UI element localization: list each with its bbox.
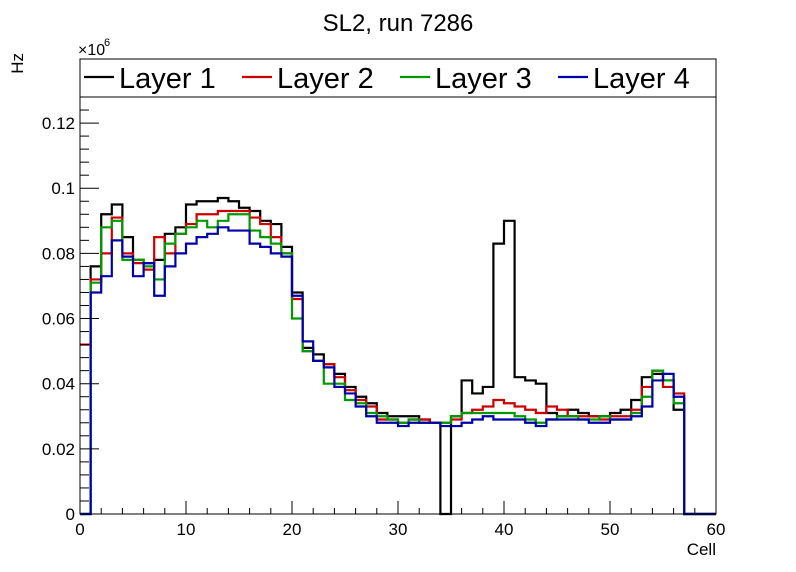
plot-frame [79, 96, 717, 515]
x-tick-label: 20 [283, 520, 302, 539]
y-tick-label: 0 [66, 505, 75, 524]
series-line-4 [80, 226, 716, 516]
legend-label-2: Layer 2 [277, 63, 374, 95]
x-axis-label: Cell [687, 540, 716, 559]
x-tick-label: 0 [75, 520, 84, 539]
y-tick-label: 0.02 [42, 440, 75, 459]
y-axis-label: Hz [8, 53, 27, 74]
y-axis-multiplier: ×10 6 [78, 37, 110, 59]
legend: Layer 1 Layer 2 Layer 3 Layer 4 [79, 58, 717, 98]
x-tick-label: 60 [707, 520, 726, 539]
chart-title: SL2, run 7286 [323, 10, 474, 37]
x-tick-label: 40 [495, 520, 514, 539]
y-tick-label: 0.08 [42, 244, 75, 263]
axes: 0 10 20 30 40 50 60 0 0.02 0.04 0.06 0.08 0.1 0.12 [42, 96, 726, 539]
legend-label-1: Layer 1 [119, 63, 216, 95]
x-tick-label: 10 [177, 520, 196, 539]
x-tick-label: 50 [601, 520, 620, 539]
y-tick-label: 0.06 [42, 310, 75, 329]
legend-box [79, 58, 717, 98]
legend-label-3: Layer 3 [435, 63, 532, 95]
y-tick-label: 0.1 [51, 179, 75, 198]
legend-label-4: Layer 4 [593, 63, 690, 95]
series-lines [80, 196, 716, 516]
y-axis-multiplier-base: ×10 [78, 42, 105, 59]
series-line-3 [80, 213, 716, 516]
y-tick-label: 0.04 [42, 375, 75, 394]
y-axis-multiplier-exponent: 6 [104, 37, 110, 49]
y-tick-label: 0.12 [42, 114, 75, 133]
x-tick-label: 30 [389, 520, 408, 539]
